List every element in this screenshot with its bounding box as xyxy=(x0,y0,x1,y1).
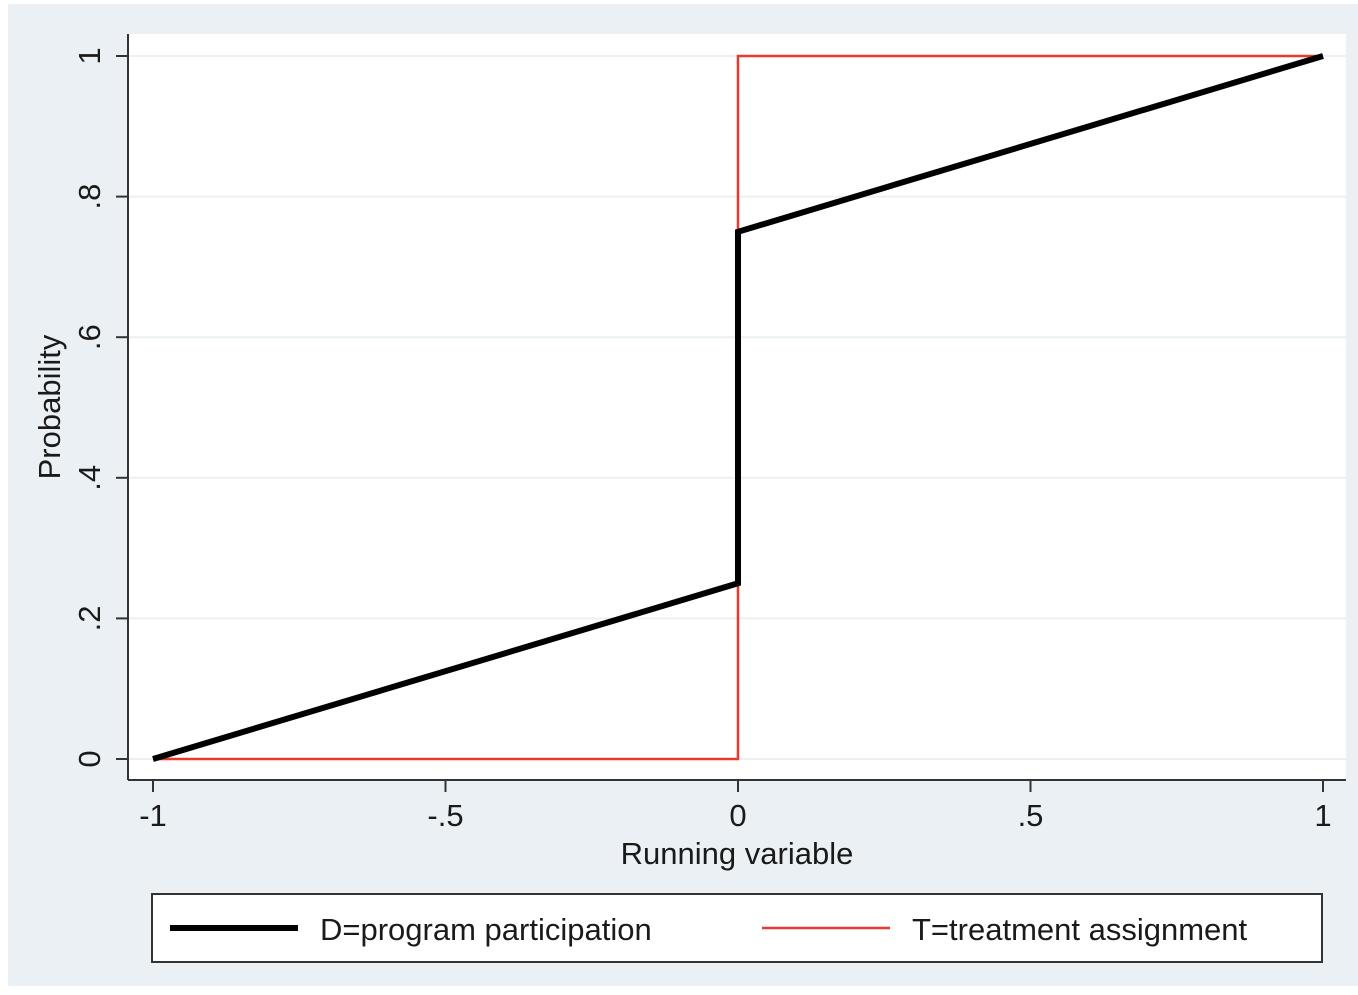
x-axis-label: Running variable xyxy=(621,836,854,871)
y-tick-label: .4 xyxy=(72,465,107,491)
legend-label-participation: D=program participation xyxy=(320,912,652,947)
y-tick-label: .6 xyxy=(72,324,107,350)
y-tick-label: 1 xyxy=(72,47,107,64)
x-tick-label: .5 xyxy=(1018,798,1044,833)
x-tick-label: 1 xyxy=(1314,798,1331,833)
tick-marks: 0 .2 .4 .6 .8 1 -1 -.5 0 .5 1 xyxy=(72,47,1332,833)
y-tick-label: 0 xyxy=(72,750,107,767)
x-tick-label: -1 xyxy=(139,798,167,833)
y-tick-label: .8 xyxy=(72,184,107,210)
x-tick-label: -.5 xyxy=(427,798,463,833)
legend: D=program participation T=treatment assi… xyxy=(151,893,1323,963)
series-line-participation xyxy=(152,53,1324,762)
y-tick-label: .2 xyxy=(72,605,107,631)
legend-label-treatment: T=treatment assignment xyxy=(912,912,1248,947)
x-tick-label: 0 xyxy=(729,798,746,833)
legend-box xyxy=(151,893,1323,963)
y-axis-label: Probability xyxy=(32,334,67,479)
series-lines xyxy=(152,53,1324,762)
